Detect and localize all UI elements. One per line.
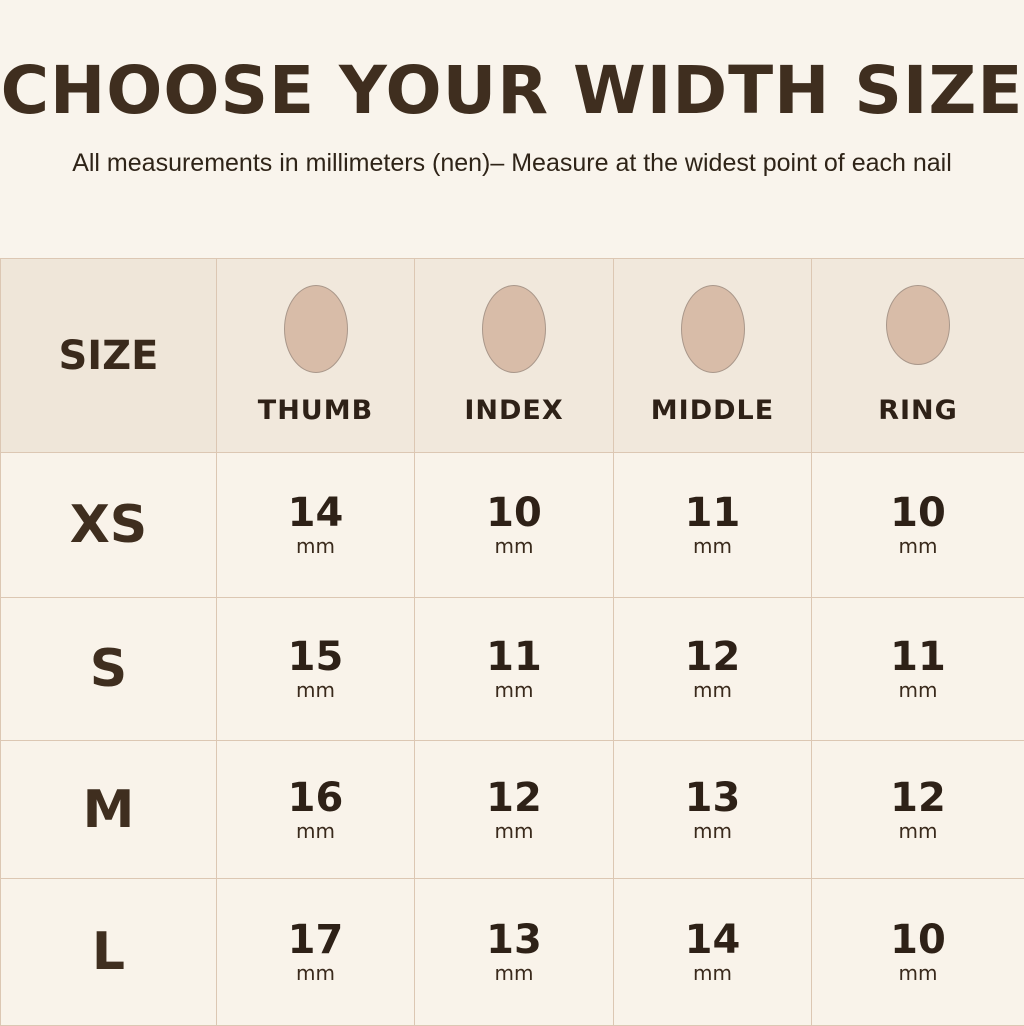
measurement-value: 17 [217, 919, 414, 961]
unit-label: mm [415, 534, 613, 558]
nail-icon [284, 285, 348, 373]
unit-label: mm [812, 534, 1024, 558]
size-label: M [83, 780, 135, 840]
unit-label: mm [415, 961, 613, 985]
unit-label: mm [812, 678, 1024, 702]
finger-label: RING [812, 395, 1024, 426]
measurement-value: 14 [614, 919, 811, 961]
finger-label: INDEX [415, 395, 613, 426]
size-header-cell: SIZE [1, 259, 217, 453]
header-row: SIZE THUMB INDEX MIDDLE RING [1, 259, 1024, 453]
measurement-value: 10 [812, 919, 1024, 961]
finger-header-thumb: THUMB [217, 259, 415, 453]
measurement-value: 14 [217, 492, 414, 534]
unit-label: mm [614, 678, 811, 702]
measurement-value: 10 [812, 492, 1024, 534]
measurement-value: 12 [415, 777, 613, 819]
size-header: SIZE [58, 333, 158, 379]
size-cell: M [1, 741, 217, 879]
finger-label: MIDDLE [614, 395, 811, 426]
unit-label: mm [217, 534, 414, 558]
measurement-value: 13 [415, 919, 613, 961]
unit-label: mm [812, 819, 1024, 843]
finger-header-index: INDEX [415, 259, 614, 453]
finger-label: THUMB [217, 395, 414, 426]
measurement-value: 16 [217, 777, 414, 819]
measurement-value: 15 [217, 636, 414, 678]
page-title: CHOOSE YOUR WIDTH SIZE [0, 52, 1024, 129]
measurement-value: 12 [812, 777, 1024, 819]
unit-label: mm [614, 534, 811, 558]
unit-label: mm [415, 819, 613, 843]
measurement-value: 11 [415, 636, 613, 678]
size-label: L [92, 922, 125, 982]
nail-icon [482, 285, 546, 373]
size-cell: L [1, 879, 217, 1026]
measurement-value: 13 [614, 777, 811, 819]
nail-icon [886, 285, 950, 365]
finger-header-middle: MIDDLE [614, 259, 812, 453]
unit-label: mm [415, 678, 613, 702]
size-label: S [90, 639, 127, 699]
unit-label: mm [217, 678, 414, 702]
measurement-value: 11 [812, 636, 1024, 678]
unit-label: mm [217, 961, 414, 985]
size-cell: XS [1, 453, 217, 598]
size-label: XS [70, 495, 148, 555]
nail-icon [681, 285, 745, 373]
page-subtitle: All measurements in millimeters (nen)– M… [50, 144, 974, 182]
unit-label: mm [812, 961, 1024, 985]
measurement-value: 12 [614, 636, 811, 678]
measurement-value: 10 [415, 492, 613, 534]
unit-label: mm [614, 961, 811, 985]
finger-header-ring: RING [812, 259, 1024, 453]
unit-label: mm [614, 819, 811, 843]
unit-label: mm [217, 819, 414, 843]
size-cell: S [1, 598, 217, 741]
measurement-value: 11 [614, 492, 811, 534]
